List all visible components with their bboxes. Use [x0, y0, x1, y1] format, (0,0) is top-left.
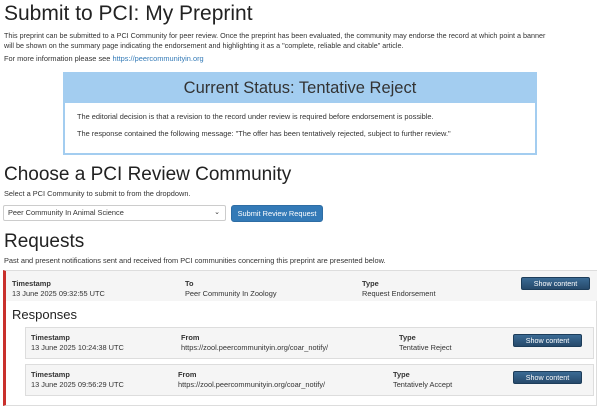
type-label: Type: [362, 279, 379, 288]
status-panel: Current Status: Tentative Reject The edi…: [63, 72, 537, 155]
timestamp-value: 13 June 2025 09:56:29 UTC: [31, 380, 124, 389]
show-content-button[interactable]: Show content: [513, 371, 582, 384]
request-item: Timestamp 13 June 2025 09:32:55 UTC To P…: [3, 270, 597, 406]
status-heading: Current Status: Tentative Reject: [65, 74, 535, 103]
show-content-button[interactable]: Show content: [521, 277, 590, 290]
request-summary: [6, 271, 597, 301]
intro-line-1: This preprint can be submitted to a PCI …: [4, 31, 546, 40]
requests-heading: Requests: [4, 231, 85, 252]
intro: This preprint can be submitted to a PCI …: [4, 31, 596, 51]
from-label: From: [178, 370, 197, 379]
status-line-2: The response contained the following mes…: [77, 129, 451, 138]
more-info-text: For more information please see: [4, 54, 113, 63]
from-label: From: [181, 333, 200, 342]
show-content-button[interactable]: Show content: [513, 334, 582, 347]
type-value: Request Endorsement: [362, 289, 436, 298]
timestamp-value: 13 June 2025 10:24:38 UTC: [31, 343, 124, 352]
response-item: Timestamp 13 June 2025 10:24:38 UTC From…: [25, 327, 594, 359]
timestamp-label: Timestamp: [12, 279, 51, 288]
chevron-down-icon: ⌄: [214, 209, 220, 216]
more-info: For more information please see https://…: [4, 54, 204, 64]
requests-description: Past and present notifications sent and …: [4, 256, 386, 265]
from-value: https://zool.peercommunityin.org/coar_no…: [181, 343, 329, 352]
timestamp-label: Timestamp: [31, 333, 70, 342]
timestamp-label: Timestamp: [31, 370, 70, 379]
selected-community: Peer Community In Animal Science: [8, 208, 124, 217]
choose-heading: Choose a PCI Review Community: [4, 164, 292, 185]
from-value: https://zool.peercommunityin.org/coar_no…: [178, 380, 326, 389]
intro-line-2: will be shown on the summary page indica…: [4, 41, 404, 50]
type-value: Tentatively Accept: [393, 380, 453, 389]
page-title: Submit to PCI: My Preprint: [4, 2, 253, 25]
to-value: Peer Community In Zoology: [185, 289, 277, 298]
pci-link[interactable]: https://peercommunityin.org: [112, 54, 204, 63]
community-select[interactable]: Peer Community In Animal Science ⌄: [3, 205, 226, 221]
response-item: Timestamp 13 June 2025 09:56:29 UTC From…: [25, 364, 594, 396]
submit-review-request-button[interactable]: Submit Review Request: [231, 205, 323, 222]
to-label: To: [185, 279, 194, 288]
responses-heading: Responses: [12, 307, 78, 322]
type-label: Type: [393, 370, 410, 379]
choose-hint: Select a PCI Community to submit to from…: [4, 189, 191, 198]
type-label: Type: [399, 333, 416, 342]
status-line-1: The editorial decision is that a revisio…: [77, 112, 434, 121]
type-value: Tentative Reject: [399, 343, 452, 352]
timestamp-value: 13 June 2025 09:32:55 UTC: [12, 289, 105, 298]
